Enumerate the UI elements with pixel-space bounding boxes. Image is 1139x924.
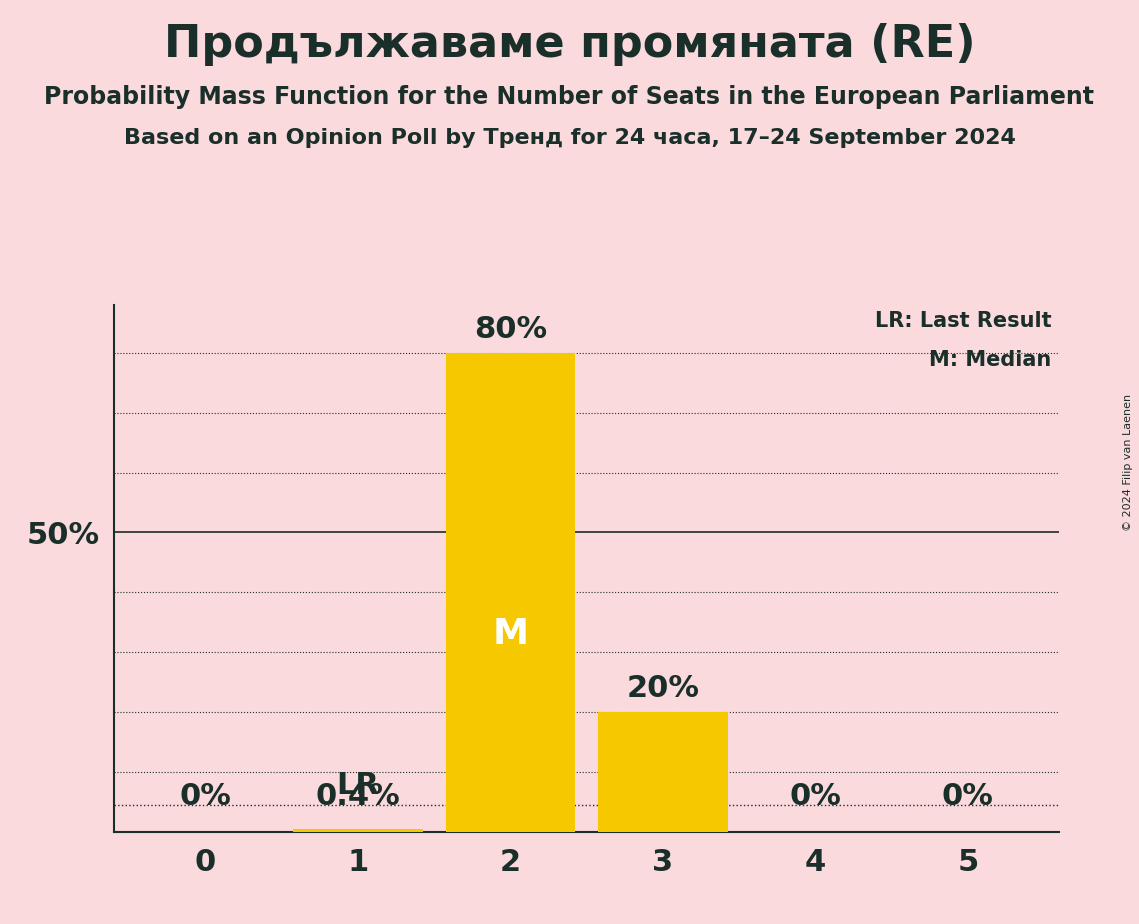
Text: LR: LR — [336, 771, 379, 800]
Text: M: M — [492, 617, 528, 651]
Text: © 2024 Filip van Laenen: © 2024 Filip van Laenen — [1123, 394, 1133, 530]
Bar — [598, 711, 728, 832]
Text: Based on an Opinion Poll by Тренд for 24 часа, 17–24 September 2024: Based on an Opinion Poll by Тренд for 24… — [123, 128, 1016, 148]
Bar — [445, 353, 575, 832]
Text: Продължаваме промяната (RE): Продължаваме промяната (RE) — [164, 23, 975, 67]
Text: 0%: 0% — [789, 782, 842, 810]
Text: 80%: 80% — [474, 315, 547, 344]
Text: 20%: 20% — [626, 674, 699, 703]
Text: 0.4%: 0.4% — [316, 782, 400, 810]
Text: M: Median: M: Median — [929, 350, 1051, 370]
Text: 0%: 0% — [180, 782, 231, 810]
Text: 0%: 0% — [942, 782, 993, 810]
Text: Probability Mass Function for the Number of Seats in the European Parliament: Probability Mass Function for the Number… — [44, 85, 1095, 109]
Text: LR: Last Result: LR: Last Result — [875, 310, 1051, 331]
Bar — [293, 829, 423, 832]
